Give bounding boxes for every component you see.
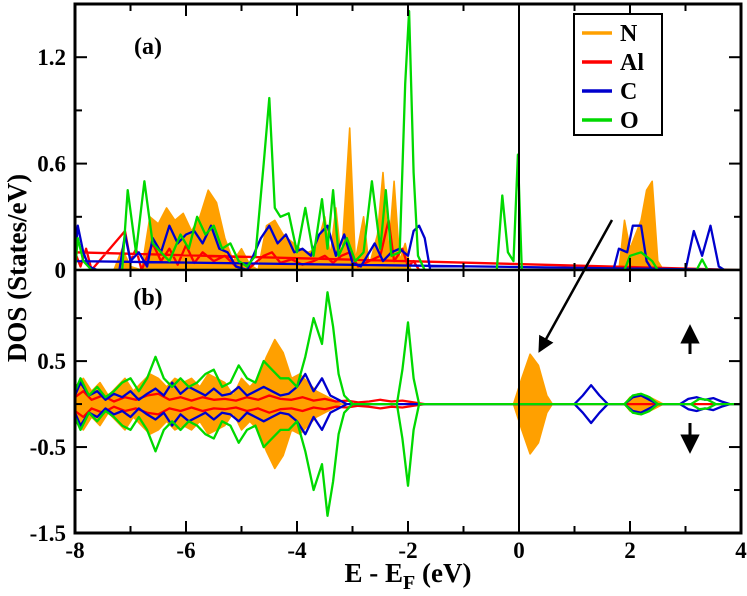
x-axis-title-subscript: F bbox=[403, 572, 415, 594]
series-O-panel-b bbox=[75, 291, 741, 517]
panel-b-label: (b) bbox=[133, 285, 162, 311]
y-axis-title: DOS (States/eV) bbox=[2, 174, 32, 362]
x-tick-label: -2 bbox=[398, 538, 417, 563]
x-axis-title-units: (eV) bbox=[415, 558, 471, 588]
y-tick-label: 0 bbox=[55, 258, 67, 283]
panel-a-label: (a) bbox=[134, 34, 162, 60]
x-tick-label: 0 bbox=[513, 538, 525, 563]
x-tick-label: -6 bbox=[176, 538, 195, 563]
x-axis-title: E - EF (eV) bbox=[345, 558, 472, 594]
y-tick-label: -1.5 bbox=[30, 521, 66, 546]
x-tick-label: -8 bbox=[65, 538, 84, 563]
series-C-panel-a bbox=[75, 224, 741, 271]
legend-label-O: O bbox=[620, 108, 639, 134]
series-Al-panel-a bbox=[75, 219, 741, 271]
x-axis-title-main: E - E bbox=[345, 558, 404, 588]
legend-label-Al: Al bbox=[620, 50, 644, 76]
series-layer bbox=[75, 9, 741, 517]
series-O-panel-a bbox=[75, 9, 741, 271]
pointer-arrow bbox=[538, 219, 614, 353]
legend: N Al CO bbox=[573, 13, 663, 136]
x-tick-label: 4 bbox=[735, 538, 747, 563]
panel-a-series bbox=[75, 9, 741, 271]
legend-label-C: C bbox=[620, 79, 637, 105]
x-tick-label: -4 bbox=[287, 538, 307, 563]
y-tick-label: 1.2 bbox=[37, 45, 66, 70]
y-tick-label: -0.5 bbox=[30, 435, 66, 460]
y-tick-label: 0.6 bbox=[37, 152, 66, 177]
plot-frame bbox=[73, 2, 743, 535]
y-tick-label: 0.5 bbox=[37, 349, 66, 374]
panel-b-series bbox=[75, 291, 741, 517]
x-tick-label: 2 bbox=[624, 538, 636, 563]
tick-labels-layer: -8 -6 -4 -2 0 2 4 0 0.6 1.2 0.5 -0.5 -1.5 bbox=[30, 45, 747, 563]
legend-label-N: N bbox=[620, 21, 638, 47]
annotations-layer bbox=[538, 219, 700, 454]
